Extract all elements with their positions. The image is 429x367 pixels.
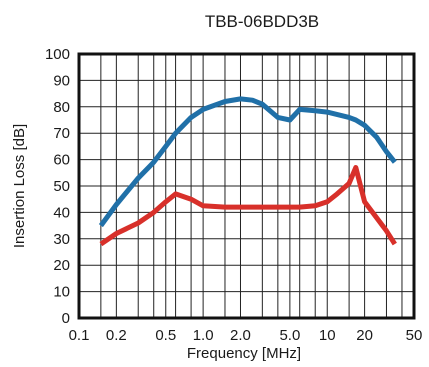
y-tick-label: 10	[53, 284, 70, 301]
x-tick-label: 20	[356, 327, 373, 344]
x-tick-label: 1.0	[193, 327, 214, 344]
y-tick-label: 50	[53, 178, 70, 195]
x-axis-title: Frequency [MHz]	[187, 345, 301, 362]
y-tick-label: 20	[53, 257, 70, 274]
y-tick-label: 80	[53, 99, 70, 116]
x-tick-label: 0.5	[155, 327, 176, 344]
x-tick-label: 10	[319, 327, 336, 344]
series-layer	[98, 96, 397, 247]
y-tick-label: 70	[53, 125, 70, 142]
x-tick-label: 0.2	[106, 327, 127, 344]
y-tick-label: 40	[53, 204, 70, 221]
x-tick-label: 50	[406, 327, 423, 344]
y-tick-label: 30	[53, 231, 70, 248]
chart-title: TBB-06BDD3B	[205, 12, 319, 31]
x-tick-label: 2.0	[230, 327, 251, 344]
y-tick-labels: 0 10 20 30 40 50 60 70 80 90 100	[45, 46, 70, 327]
y-axis-title: Insertion Loss [dB]	[11, 124, 28, 248]
x-tick-labels: 0.1 0.2 0.5 1.0 2.0 5.0 10 20 50	[69, 327, 423, 344]
series-line-1	[98, 96, 397, 228]
y-tick-label: 60	[53, 152, 70, 169]
plot-frame	[77, 52, 416, 320]
y-tick-label: 100	[45, 46, 70, 63]
series-line-2	[99, 165, 397, 247]
x-tick-label: 0.1	[69, 327, 90, 344]
y-tick-label: 90	[53, 72, 70, 89]
y-tick-label: 0	[62, 310, 70, 327]
x-tick-label: 5.0	[279, 327, 300, 344]
